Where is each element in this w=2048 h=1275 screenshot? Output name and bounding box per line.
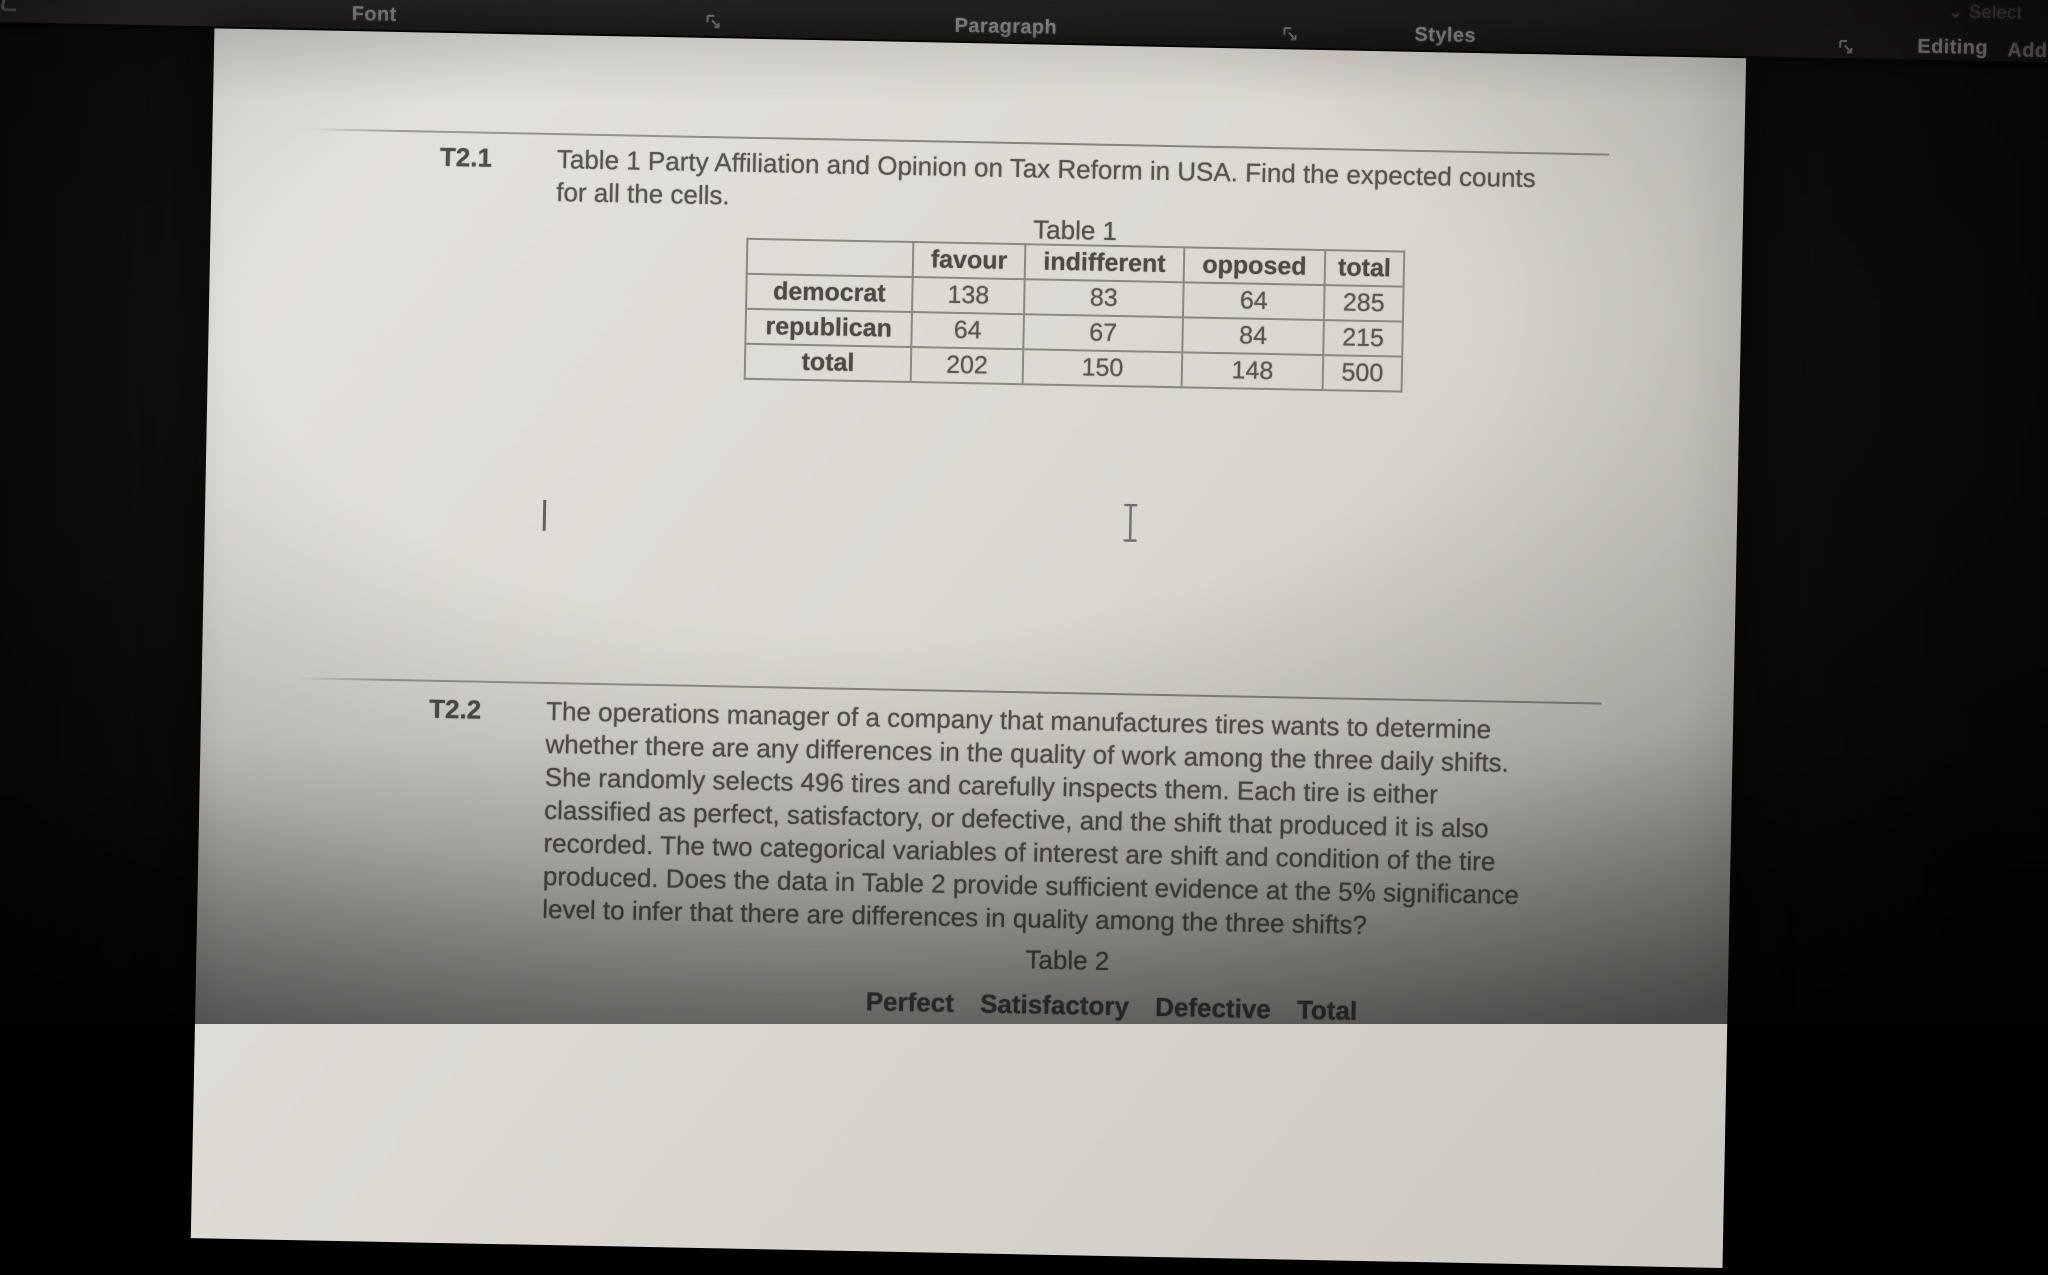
cell-republican-favour[interactable]: 64 [911,312,1024,350]
select-dropdown-button[interactable]: ⌄ Select [1948,1,2023,23]
table1-header-indifferent[interactable]: indifferent [1024,244,1185,283]
ribbon-group-editing: Editing [1917,35,1989,60]
table1-header-favour[interactable]: favour [912,242,1026,280]
document-page[interactable]: T2.1 Table 1 Party Affiliation and Opini… [190,28,1747,1269]
cell-democrat-favour[interactable]: 138 [912,277,1025,315]
table1-corner-cell[interactable] [746,238,914,278]
paragraph-dialog-launcher-icon[interactable] [1281,25,1299,43]
ribbon-group-font: Font [351,3,397,26]
table1[interactable]: favour indifferent opposed total democra… [744,238,1406,393]
i-beam-pointer-icon [1120,502,1140,548]
table2-header-row[interactable]: Perfect Satisfactory Defective Total [585,981,1637,1033]
table2-header-satisfactory: Satisfactory [979,988,1130,1022]
table2-caption[interactable]: Table 2 [1025,944,1110,976]
table1-header-opposed[interactable]: opposed [1183,247,1326,286]
text-insertion-caret [542,499,546,531]
cell-republican-indifferent[interactable]: 67 [1023,314,1183,353]
t21-line-2[interactable]: for all the cells. [556,177,730,211]
ribbon-group-paragraph: Paragraph [954,14,1058,39]
section-divider-t22 [296,677,1602,705]
table2-header-total: Total [1296,994,1358,1026]
cell-democrat-opposed[interactable]: 64 [1182,282,1325,321]
select-button-label: Select [1969,1,2023,23]
font-dialog-launcher-icon[interactable] [704,13,722,31]
cell-democrat-total[interactable]: 285 [1323,285,1404,322]
cell-total-total[interactable]: 500 [1322,355,1403,392]
cell-republican-opposed[interactable]: 84 [1182,317,1324,356]
styles-dialog-launcher-icon[interactable] [1837,38,1855,56]
table1-header-total[interactable]: total [1324,250,1405,287]
cell-total-indifferent[interactable]: 150 [1022,349,1183,388]
cell-total-opposed[interactable]: 148 [1181,352,1324,391]
cell-total-favour[interactable]: 202 [910,347,1024,385]
ribbon-group-addins: Add [2007,39,2048,63]
chevron-down-icon: ⌄ [1947,1,1964,22]
row-label-republican[interactable]: republican [745,308,913,348]
cell-democrat-indifferent[interactable]: 83 [1023,279,1184,318]
ribbon-group-styles: Styles [1414,23,1477,47]
table2-header-defective: Defective [1154,991,1272,1025]
exercise-number-t22[interactable]: T2.2 [428,693,482,725]
cell-republican-total[interactable]: 215 [1323,320,1403,357]
table2-header-perfect: Perfect [865,986,955,1018]
exercise-number-t21[interactable]: T2.1 [439,141,493,173]
row-label-total[interactable]: total [744,343,912,383]
row-label-democrat[interactable]: democrat [746,273,913,313]
